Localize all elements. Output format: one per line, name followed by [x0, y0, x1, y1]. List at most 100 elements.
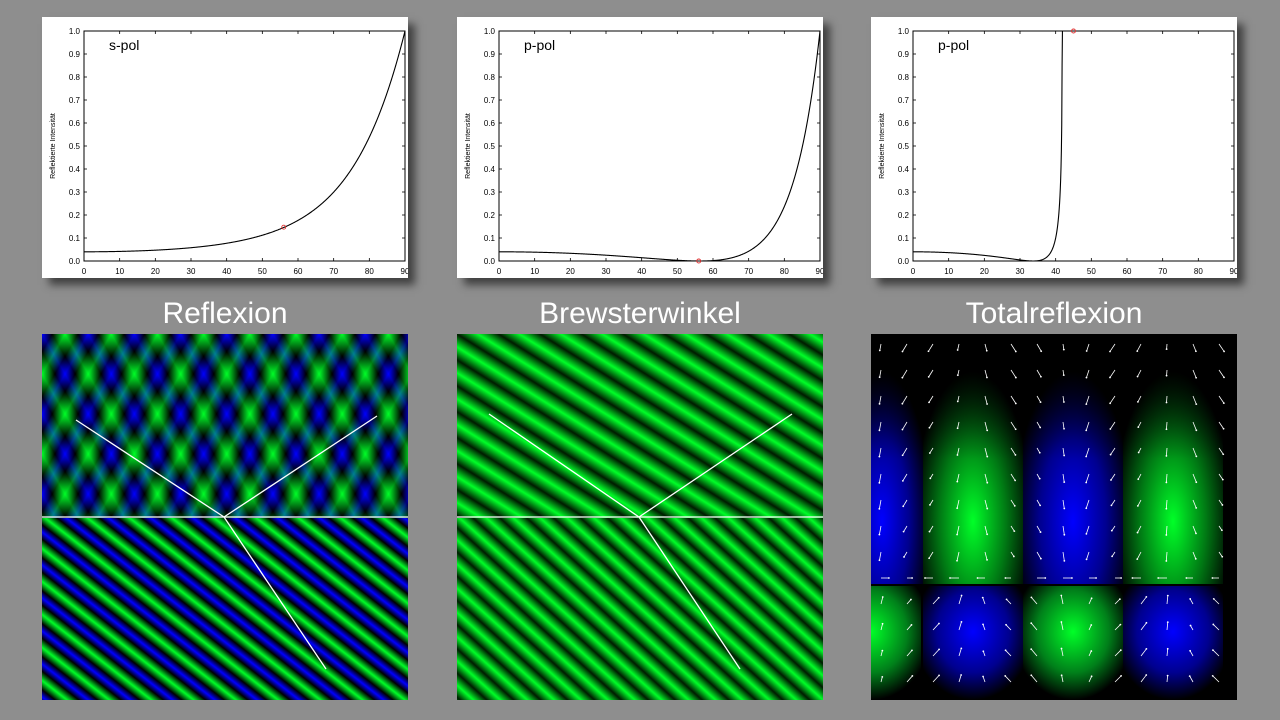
field-arrow [1036, 369, 1042, 377]
field-arrow [1111, 499, 1116, 506]
field-arrow [1036, 551, 1042, 559]
field-arrow-head [1109, 376, 1111, 379]
field-arrow-head [1071, 577, 1073, 579]
field-arrow [1010, 473, 1016, 481]
field-arrow-head [1063, 533, 1066, 536]
field-arrow [1136, 551, 1142, 560]
field-arrow-head [911, 675, 914, 677]
x-tick-label: 30 [1016, 267, 1025, 276]
field-arrow [1166, 675, 1169, 683]
y-tick-label: 0.9 [69, 50, 81, 59]
field-arrow [984, 473, 988, 483]
field-arrow [928, 343, 934, 352]
field-arrow [956, 551, 960, 561]
field-arrow [1062, 395, 1065, 403]
field-arrow-head [929, 477, 932, 480]
x-tick-label: 80 [1194, 267, 1203, 276]
field-arrow-head [938, 674, 940, 677]
x-tick-label: 60 [1123, 267, 1132, 276]
field-arrow [1114, 598, 1121, 605]
y-tick-label: 0.0 [898, 257, 910, 266]
x-tick-label: 70 [329, 267, 338, 276]
y-tick-label: 0.2 [484, 211, 496, 220]
field-arrow-head [1085, 403, 1088, 405]
chart-panel-p-pol: 0 10 20 30 40 50 60 70 80 90 0.0 0.1 0.2 0.3 0.4 0.5 0.6… [457, 17, 823, 278]
incident-ray [75, 419, 225, 518]
field-arrow [1212, 649, 1220, 657]
y-tick-label: 0.3 [69, 188, 81, 197]
field-arrow-head [1004, 577, 1007, 579]
field-arrow [878, 525, 882, 535]
field-arrow [1218, 447, 1224, 455]
field-arrow [1036, 395, 1041, 403]
plot-frame [498, 30, 821, 262]
x-tick-label: 20 [566, 267, 575, 276]
field-arrow [1218, 473, 1224, 480]
field-arrow-head [901, 376, 904, 379]
field-arrow [1010, 525, 1015, 532]
wave-field [871, 334, 1237, 700]
polarization-label: s-pol [109, 37, 139, 53]
field-arrow-head [1136, 375, 1139, 378]
field-arrow [1010, 369, 1017, 378]
field-arrow-head [985, 349, 988, 352]
y-tick-label: 0.7 [898, 96, 910, 105]
field-arrow [984, 447, 988, 457]
x-tick-label: 50 [258, 267, 267, 276]
field-arrow-head [982, 650, 985, 653]
field-arrow [1189, 650, 1194, 657]
field-arrow-head [1136, 558, 1139, 561]
field-arrow [932, 649, 940, 657]
y-tick-label: 0.6 [898, 119, 910, 128]
field-arrow-head [1166, 594, 1169, 597]
field-arrow [902, 343, 908, 352]
field-arrow-head [1221, 555, 1224, 558]
y-axis-label: Reflektierte Intensität [50, 113, 57, 179]
x-tick-label: 40 [637, 267, 646, 276]
field-arrow-head [1063, 427, 1065, 430]
y-tick-label: 0.3 [484, 188, 496, 197]
y-tick-label: 0.8 [898, 73, 910, 82]
field-arrow [928, 395, 934, 403]
field-arrow-head [1030, 674, 1033, 677]
field-arrow-head [956, 559, 958, 562]
field-arrow [1137, 369, 1142, 377]
field-arrow [1085, 525, 1090, 535]
field-arrow [906, 675, 913, 683]
field-arrow [958, 621, 962, 631]
field-arrow-head [1189, 649, 1192, 652]
field-arrow-head [1039, 504, 1042, 507]
field-arrow [880, 650, 883, 657]
x-tick-label: 30 [602, 267, 611, 276]
field-arrow [984, 551, 988, 560]
field-arrow [928, 369, 934, 378]
x-tick-label: 40 [222, 267, 231, 276]
x-tick-label: 50 [1087, 267, 1096, 276]
field-arrow [1005, 624, 1012, 631]
field-arrow-head [1120, 674, 1123, 677]
field-arrow-head [1014, 350, 1017, 353]
field-arrow [1140, 674, 1147, 683]
field-arrow [1114, 624, 1121, 631]
y-tick-label: 0.6 [484, 119, 496, 128]
field-arrow-head [1095, 577, 1097, 579]
field-arrow-head [1063, 559, 1066, 562]
field-arrow [1189, 598, 1194, 605]
field-arrow [1166, 421, 1168, 430]
field-arrow-head [1119, 623, 1122, 626]
x-tick-label: 10 [530, 267, 539, 276]
field-arrow-head [1090, 675, 1093, 678]
field-arrow-head [986, 455, 989, 458]
field-arrow [1062, 551, 1065, 561]
field-arrow [1085, 447, 1090, 457]
field-arrow [1010, 343, 1017, 352]
field-arrow-head [1030, 622, 1033, 625]
field-arrow-head [1060, 621, 1063, 623]
field-arrow [1061, 648, 1064, 657]
reflectance-chart: 0 10 20 30 40 50 60 70 80 90 0.0 0.1 0.2 0.3 0.4 0.5 0.6… [465, 27, 823, 276]
reflectance-chart: 0 10 20 30 40 50 60 70 80 90 0.0 0.1 0.2 0.3 0.4 0.5 0.6… [879, 27, 1237, 276]
field-arrow [1036, 343, 1042, 352]
field-arrow-head [878, 481, 881, 484]
field-arrow-head [1060, 594, 1063, 597]
field-arrow [1088, 598, 1092, 605]
